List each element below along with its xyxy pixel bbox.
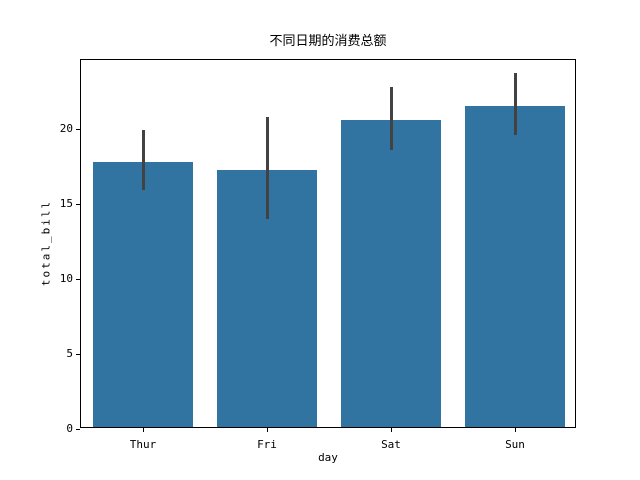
error-bar-fri [265, 116, 269, 219]
x-tick-label-sun: Sun [505, 438, 525, 451]
x-tick-label-sat: Sat [381, 438, 401, 451]
y-tick-label: 15 [59, 197, 73, 210]
y-tick-mark [76, 203, 80, 205]
x-tick-label-thur: Thur [129, 438, 157, 451]
x-tick-mark [266, 428, 268, 432]
y-tick-label: 0 [66, 422, 73, 435]
x-tick-mark [514, 428, 516, 432]
x-tick-mark [142, 428, 144, 432]
y-tick-mark [76, 128, 80, 130]
error-bar-sun [513, 73, 517, 135]
y-tick-label: 5 [66, 347, 73, 360]
x-tick-label-fri: Fri [257, 438, 277, 451]
bar-sun [465, 105, 565, 427]
y-tick-label: 20 [59, 122, 73, 135]
y-tick-mark [76, 353, 80, 355]
y-tick-label: 10 [59, 272, 73, 285]
x-tick-mark [390, 428, 392, 432]
y-tick-mark [76, 428, 80, 430]
error-bar-sat [389, 86, 393, 150]
x-axis-label: day [318, 451, 338, 464]
bar-thur [93, 161, 193, 427]
bar-sat [341, 120, 441, 427]
plot-area: 0 5 10 15 20 Thur Fri Sat Sun [60, 59, 576, 451]
chart-title: 不同日期的消费总额 [269, 34, 387, 49]
y-tick-mark [76, 278, 80, 280]
error-bar-thur [141, 130, 145, 190]
